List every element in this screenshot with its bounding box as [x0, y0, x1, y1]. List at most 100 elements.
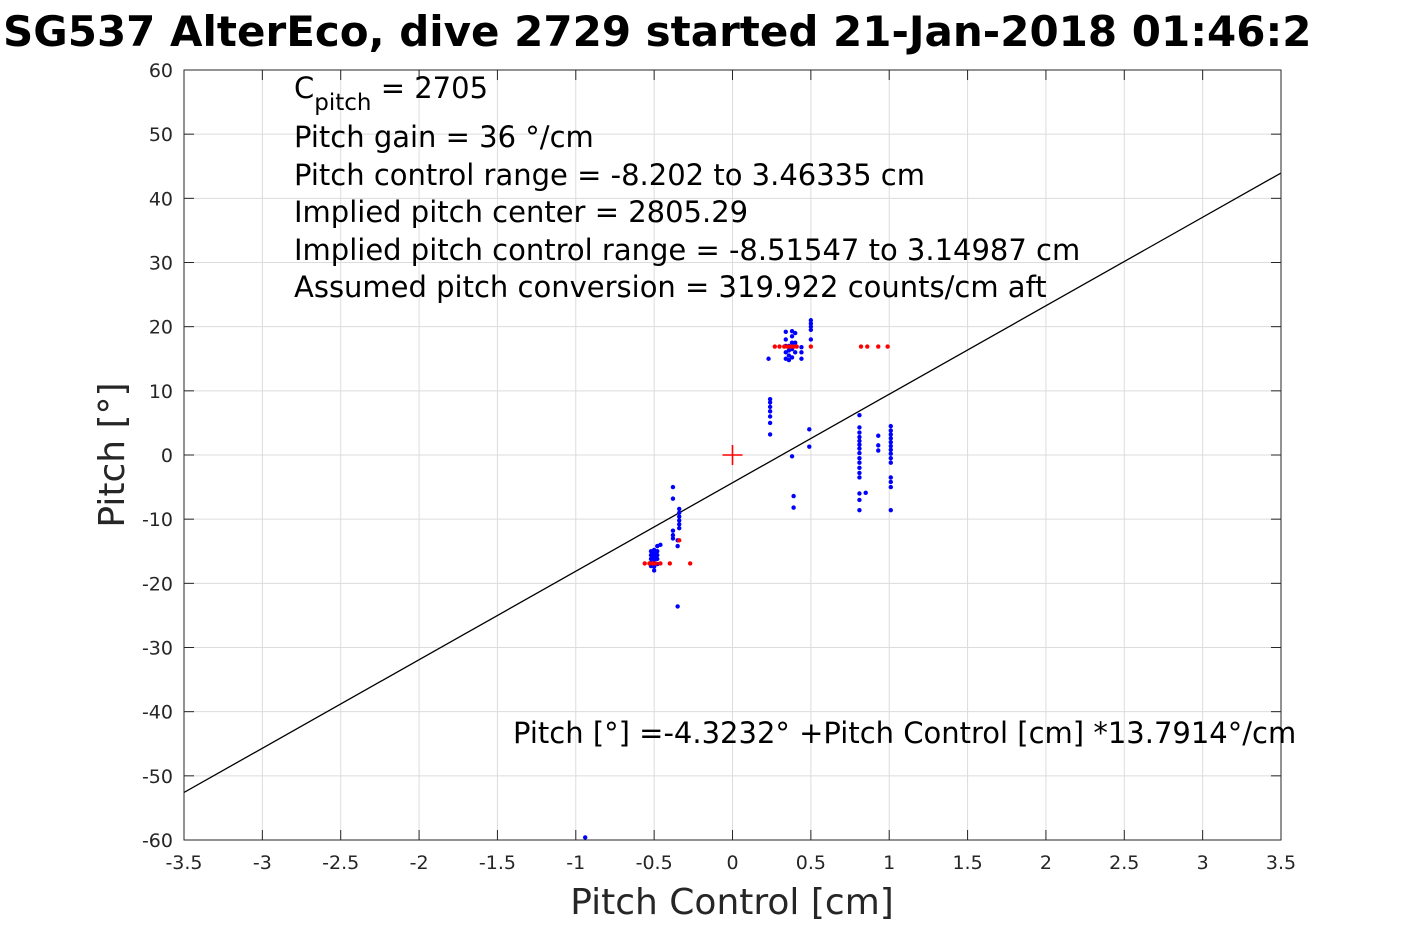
observed-point: [808, 318, 814, 323]
reference-point: [782, 344, 787, 349]
reference-point: [667, 561, 673, 566]
reference-point: [647, 561, 652, 566]
observed-point: [876, 433, 881, 438]
observed-point: [789, 340, 795, 345]
y-tick-label: -20: [142, 573, 173, 595]
observed-point: [857, 507, 862, 513]
observed-point: [808, 327, 814, 333]
y-axis-label: Pitch [°]: [92, 382, 133, 527]
observed-point: [888, 451, 893, 456]
observed-point: [783, 337, 788, 342]
observed-point: [807, 427, 812, 432]
x-tick-label: 1: [883, 852, 895, 874]
observed-point: [857, 446, 862, 451]
observed-point: [857, 430, 862, 435]
observed-point: [789, 454, 795, 459]
x-tick-label: -0.5: [636, 852, 673, 874]
observed-point: [655, 556, 660, 562]
observed-point: [888, 439, 893, 445]
plot-frame: [183, 69, 1282, 841]
observed-point: [857, 434, 862, 440]
reference-point: [858, 344, 864, 349]
observed-point: [799, 350, 804, 355]
pitch-gain-annotation: Pitch gain = 36 °/cm: [294, 120, 594, 154]
observed-point: [888, 456, 893, 461]
observed-point: [876, 448, 881, 453]
observed-point: [857, 442, 862, 447]
reference-point: [865, 344, 870, 349]
observed-point: [807, 444, 812, 449]
y-tick-label: -50: [142, 766, 173, 788]
observed-point: [857, 491, 862, 496]
y-tick-label: 40: [149, 188, 173, 210]
x-tick-label: 1.5: [952, 852, 982, 874]
observed-point: [767, 400, 773, 405]
observed-point: [783, 329, 788, 334]
y-tick-label: 50: [149, 124, 173, 146]
reference-point: [653, 561, 658, 566]
observed-point: [670, 533, 676, 538]
x-tick-label: -1.5: [479, 852, 516, 874]
x-tick-label: 0.5: [796, 852, 826, 874]
y-tick-label: 30: [149, 253, 173, 275]
observed-point: [857, 413, 862, 418]
cpitch-value: = 2705: [371, 71, 488, 105]
observed-point: [857, 460, 862, 465]
reference-point: [788, 344, 793, 349]
observed-point: [888, 507, 893, 513]
x-tick-label: -2: [410, 852, 429, 874]
observed-point: [888, 432, 893, 437]
observed-point: [767, 420, 773, 426]
y-tick-label: -30: [142, 638, 173, 660]
reference-point: [777, 344, 782, 349]
observed-point: [675, 604, 680, 609]
cpitch-subscript: pitch: [314, 90, 371, 116]
x-tick-label: -2.5: [322, 852, 359, 874]
observed-point: [651, 568, 657, 573]
reference-point: [642, 561, 647, 566]
x-tick-label: -3: [253, 852, 272, 874]
reference-point: [794, 344, 799, 349]
x-tick-label: 3: [1197, 852, 1209, 874]
y-tick-label: -60: [142, 830, 173, 852]
observed-point: [857, 425, 862, 430]
conversion-annotation: Assumed pitch conversion = 319.922 count…: [294, 270, 1047, 304]
observed-point: [857, 470, 862, 476]
fit-line-group: [184, 172, 1281, 794]
observed-point: [888, 423, 893, 429]
observed-point: [808, 321, 814, 326]
observed-point: [857, 456, 862, 461]
observed-point: [766, 356, 771, 361]
observed-point: [888, 447, 893, 453]
axis-ticks: -3.5 -3 -2.5 -2 -1.5 -1 -0.5 0 0.5 1 1.5 2 2.5 3 3.5 60…: [142, 60, 1296, 874]
y-tick-label: 10: [149, 381, 173, 403]
observed-point: [791, 493, 796, 499]
fit-equation-annotation: Pitch [°] =-4.3232° +Pitch Control [cm] …: [513, 716, 1296, 750]
center-marker-group: [722, 445, 743, 465]
observed-point: [792, 340, 798, 345]
y-tick-label: -40: [142, 702, 173, 724]
observed-point: [888, 436, 893, 441]
observed-point: [808, 337, 814, 342]
observed-point: [677, 510, 682, 515]
observed-point: [857, 475, 862, 480]
cpitch-main: C: [294, 71, 314, 105]
data-points: [582, 318, 893, 840]
observed-point: [789, 355, 795, 360]
x-tick-label: -3.5: [165, 852, 202, 874]
observed-point: [876, 443, 881, 448]
reference-point: [677, 538, 682, 543]
observed-point: [888, 479, 893, 485]
reference-point: [885, 344, 890, 349]
observed-point: [670, 496, 676, 501]
observed-point: [675, 543, 680, 549]
observed-point: [655, 549, 660, 554]
y-tick-label: 0: [161, 445, 173, 467]
observed-point: [888, 428, 893, 433]
observed-point: [857, 465, 862, 471]
observed-point: [767, 432, 773, 437]
observed-point: [767, 404, 773, 410]
y-tick-label: 60: [149, 60, 173, 82]
reference-point: [785, 344, 790, 349]
